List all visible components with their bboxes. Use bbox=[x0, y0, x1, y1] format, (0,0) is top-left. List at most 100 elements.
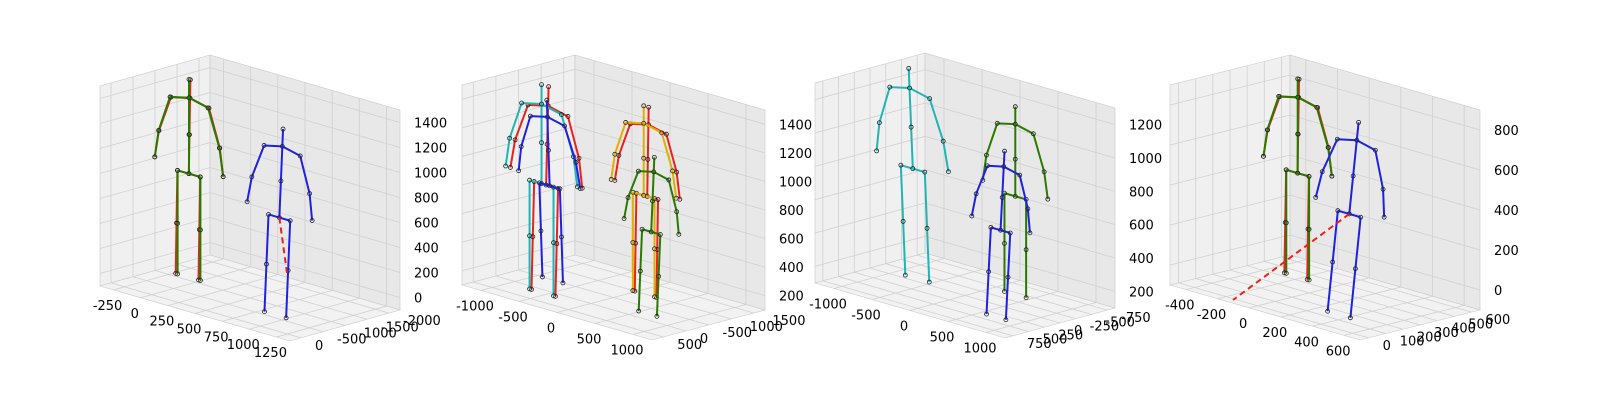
skeleton-bone bbox=[577, 158, 584, 189]
skeleton-joint bbox=[539, 82, 544, 88]
skeleton-bone bbox=[975, 165, 989, 195]
skeleton-joint bbox=[546, 147, 551, 153]
skeleton-joint bbox=[249, 174, 255, 180]
skeleton-joint bbox=[1012, 156, 1018, 162]
skeleton-bone bbox=[889, 86, 910, 89]
skeleton-bone bbox=[188, 96, 209, 109]
grid-line-z bbox=[99, 167, 401, 223]
skeleton-bone bbox=[521, 102, 542, 105]
y-tick-label: 200 bbox=[1417, 330, 1442, 345]
skeleton-bone bbox=[652, 157, 656, 172]
z-tick-label: 1000 bbox=[1129, 152, 1162, 167]
skeleton-joint bbox=[546, 84, 551, 90]
z-tick-label: 600 bbox=[1494, 164, 1519, 179]
skeleton-joint bbox=[907, 85, 912, 91]
y-tick-label: -1000 bbox=[359, 327, 397, 342]
skeleton-joint bbox=[874, 148, 880, 154]
skeleton-joint bbox=[519, 100, 524, 106]
skeleton-bone bbox=[634, 193, 638, 244]
y-tick-label: -500 bbox=[1105, 315, 1135, 330]
skeleton-bone bbox=[633, 243, 637, 292]
skeleton-joint bbox=[1001, 164, 1007, 169]
skeleton-joint bbox=[940, 138, 946, 144]
x-tick-label: -200 bbox=[1197, 308, 1227, 323]
skeleton-joint bbox=[560, 280, 566, 286]
grid-line-y bbox=[1264, 261, 1455, 317]
skeleton-bone bbox=[617, 123, 632, 156]
skeleton-joint bbox=[1334, 136, 1340, 142]
skeleton-joint bbox=[1306, 174, 1312, 179]
skeleton-joint bbox=[1381, 214, 1387, 220]
skeleton-bone bbox=[514, 104, 529, 141]
grid-line-y bbox=[885, 263, 1076, 320]
skeleton-joint bbox=[1306, 277, 1312, 283]
x-tick-label: 500 bbox=[577, 333, 602, 348]
skeleton-joint bbox=[906, 66, 912, 71]
skeleton-joint bbox=[641, 103, 647, 109]
skeleton-bone bbox=[646, 159, 649, 197]
skeleton-joint bbox=[307, 191, 312, 196]
skeleton-joint bbox=[539, 140, 544, 146]
skeleton-joint bbox=[1372, 147, 1378, 153]
skeleton-joint bbox=[528, 113, 533, 119]
skeleton-joint bbox=[1283, 270, 1289, 276]
skeleton-joint bbox=[1003, 317, 1009, 323]
z-tick-label: 600 bbox=[779, 233, 804, 248]
skeleton-bone bbox=[910, 127, 914, 169]
x-tick-label: -400 bbox=[1165, 299, 1195, 314]
skeleton-joint bbox=[279, 143, 285, 149]
skeleton-joint bbox=[650, 198, 655, 204]
skeleton-joint bbox=[659, 130, 665, 136]
grid-line-z bbox=[99, 242, 401, 298]
skeleton-green-3 bbox=[980, 104, 1051, 301]
skeleton-joint bbox=[1306, 226, 1312, 232]
skeleton-bone bbox=[1002, 151, 1006, 167]
skeleton-bone bbox=[675, 211, 680, 235]
grid-line-y bbox=[838, 276, 1029, 332]
y-tick-label: -1000 bbox=[745, 320, 783, 335]
skeleton-joint bbox=[652, 246, 657, 252]
x-tick-label: 600 bbox=[1326, 344, 1351, 359]
skeleton-bone bbox=[1026, 208, 1031, 233]
skeleton-bone bbox=[665, 133, 678, 173]
skeleton-joint bbox=[1314, 104, 1320, 110]
skeleton-bone bbox=[942, 141, 950, 172]
skeleton-joint bbox=[654, 313, 660, 319]
skeleton-joint bbox=[902, 272, 908, 278]
x-tick-label: -250 bbox=[93, 299, 123, 314]
x-tick-label: -1000 bbox=[809, 298, 847, 313]
skeleton-joint bbox=[641, 155, 647, 161]
z-tick-label: 200 bbox=[414, 267, 439, 282]
skeleton-bone bbox=[1331, 210, 1339, 263]
y-tick-label: -500 bbox=[337, 333, 367, 348]
z-tick-label: 400 bbox=[779, 261, 804, 276]
skeleton-joint bbox=[547, 183, 553, 189]
skeleton-bone bbox=[539, 230, 544, 277]
skeleton-bone bbox=[1382, 189, 1386, 218]
skeleton-bone bbox=[1352, 140, 1358, 177]
z-tick-label: 800 bbox=[1129, 185, 1154, 200]
x-tick-label: 1000 bbox=[227, 338, 260, 353]
grid-line-y bbox=[822, 280, 1013, 337]
skeleton-joint bbox=[573, 160, 579, 165]
skeleton-bone bbox=[1327, 147, 1333, 177]
skeleton-bone bbox=[508, 102, 523, 139]
skeleton-joint bbox=[1264, 127, 1270, 133]
skeleton-bone bbox=[613, 122, 627, 155]
y-tick-label: 500 bbox=[677, 338, 702, 353]
skeleton-joint bbox=[1007, 230, 1013, 236]
skeleton-green-1 bbox=[152, 77, 226, 283]
skeleton-joint bbox=[922, 169, 928, 175]
skeleton-bone bbox=[928, 98, 945, 142]
skeleton-joint bbox=[639, 226, 645, 232]
skeleton-joint bbox=[175, 271, 181, 277]
grid-line-z bbox=[1169, 114, 1481, 171]
skeleton-joint bbox=[1025, 206, 1031, 212]
skeleton-blue-4 bbox=[1232, 119, 1387, 321]
skeleton-joint bbox=[1002, 148, 1007, 154]
grid-line-z bbox=[814, 102, 1116, 159]
skeleton-joint bbox=[562, 123, 568, 129]
skeleton-joint bbox=[625, 195, 631, 200]
skeleton-blue-3 bbox=[969, 148, 1033, 323]
